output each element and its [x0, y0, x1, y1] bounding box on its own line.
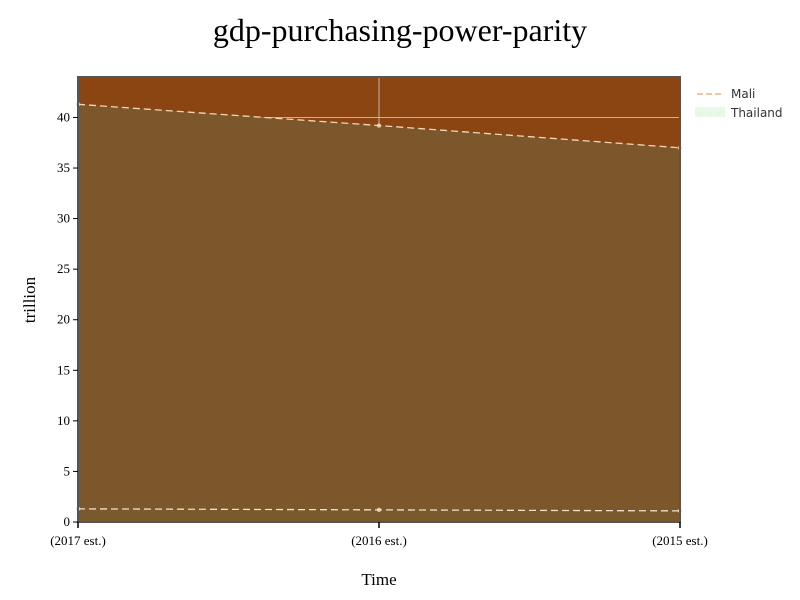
y-tick-label-7: 35: [57, 160, 70, 175]
data-point-0-1: [376, 507, 382, 513]
x-tick-label-0: (2017 est.): [50, 533, 106, 548]
legend-label-0: Mali: [731, 87, 755, 101]
y-tick-label-1: 5: [64, 463, 71, 478]
x-tick-label-2: (2015 est.): [652, 533, 708, 548]
y-tick-label-6: 30: [57, 211, 70, 226]
legend: Mali Thailand: [695, 87, 783, 120]
x-axis-title: Time: [361, 570, 396, 589]
y-tick-label-4: 20: [57, 312, 70, 327]
y-tick-label-3: 15: [57, 362, 70, 377]
y-tick-label-8: 40: [57, 109, 70, 124]
x-tick-label-1: (2016 est.): [351, 533, 407, 548]
y-tick-label-0: 0: [64, 514, 71, 529]
chart-title: gdp-purchasing-power-parity: [213, 12, 587, 48]
x-axis-ticks: (2017 est.) (2016 est.) (2015 est.): [50, 522, 708, 548]
data-point-1-1: [376, 123, 382, 128]
legend-label-1: Thailand: [730, 106, 783, 120]
series-area-1: [78, 104, 680, 522]
y-axis-title: trillion: [20, 276, 39, 323]
y-tick-label-5: 25: [57, 261, 70, 276]
series-lines: [75, 102, 683, 514]
y-tick-label-2: 10: [57, 413, 70, 428]
series-area-0: [78, 508, 680, 522]
y-axis-ticks: 0 5 10 15 20 25 30 35 40: [57, 109, 78, 529]
series-areas: [78, 104, 680, 522]
legend-swatch-1: [695, 107, 725, 117]
legend-swatch-0: [695, 88, 725, 98]
